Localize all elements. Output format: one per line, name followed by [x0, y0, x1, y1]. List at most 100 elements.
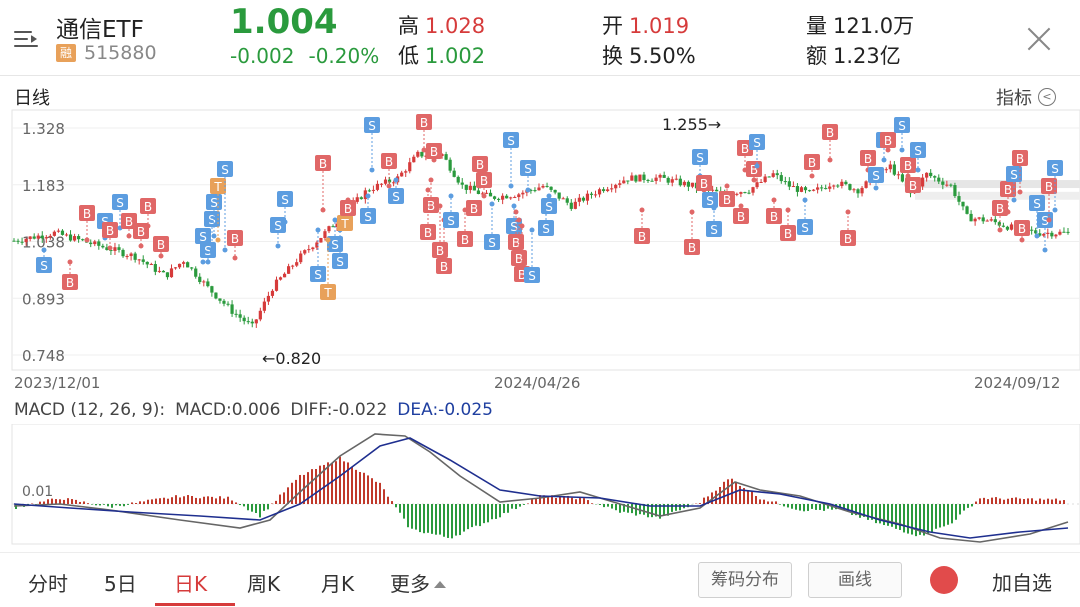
- draw-line-button[interactable]: 画线: [808, 562, 902, 598]
- signal-label: T: [213, 180, 222, 194]
- candle-body: [400, 172, 404, 177]
- signal-label: B: [83, 207, 91, 221]
- sell-signal-marker: [1006, 166, 1022, 182]
- candle-body: [816, 187, 820, 190]
- candle-body: [113, 247, 117, 251]
- buy-signal-marker: [426, 143, 442, 159]
- signal-dot: [802, 197, 808, 203]
- signal-dot: [421, 147, 427, 153]
- high-stat: 高 1.028: [398, 10, 485, 40]
- candle-body: [468, 185, 472, 190]
- buy-signal-marker: [79, 205, 95, 221]
- candle-body: [242, 317, 246, 322]
- sell-signal-marker: [277, 191, 293, 207]
- signal-label: B: [518, 268, 526, 282]
- amount-label: 额: [806, 44, 827, 68]
- amount-value: 1.23亿: [833, 44, 901, 68]
- tab-daily-k[interactable]: 日K: [174, 572, 208, 596]
- diff-value: DIFF:-0.022: [290, 400, 388, 420]
- signal-dot: [315, 227, 321, 233]
- signal-dot: [369, 167, 375, 173]
- open-stat: 开 1.019: [602, 10, 689, 40]
- buy-signal-marker: [634, 228, 650, 244]
- candle-body: [811, 189, 816, 191]
- macd-chart[interactable]: 0.01: [0, 424, 1080, 550]
- candle-body: [488, 192, 493, 197]
- candle-body: [840, 181, 844, 186]
- tab-intraday[interactable]: 分时: [28, 572, 68, 596]
- candle-body: [226, 303, 230, 305]
- candle-body: [961, 201, 965, 207]
- tab-monthly-k[interactable]: 月K: [321, 572, 355, 596]
- candle-body: [28, 236, 32, 239]
- candle-body: [1062, 231, 1066, 233]
- signal-label: B: [1004, 183, 1012, 197]
- tab-5day[interactable]: 5日: [104, 572, 137, 596]
- buy-signal-marker: [102, 222, 118, 238]
- candle-body: [630, 175, 634, 181]
- signal-label: B: [512, 236, 520, 250]
- indicator-button[interactable]: 指标 <: [996, 84, 1056, 110]
- candle-body: [1042, 233, 1046, 236]
- signal-label: B: [66, 276, 74, 290]
- candle-body: [299, 253, 303, 263]
- candle-body: [779, 175, 783, 182]
- x-tick-label: 2024/09/12: [974, 374, 1060, 392]
- candle-body: [553, 189, 557, 193]
- active-tab-indicator: [155, 603, 235, 606]
- signal-dot: [325, 237, 331, 243]
- signal-label: S: [199, 230, 207, 244]
- chart-frame: [11, 109, 1080, 371]
- candle-body: [250, 321, 254, 324]
- close-icon[interactable]: [1026, 26, 1052, 52]
- chip-distribution-button[interactable]: 筹码分布: [698, 562, 792, 598]
- candle-body: [456, 176, 460, 183]
- candle-body: [953, 185, 957, 197]
- record-dot-icon[interactable]: [930, 566, 958, 594]
- signal-label: S: [706, 194, 714, 208]
- candle-body: [686, 181, 690, 187]
- tab-weekly-k[interactable]: 周K: [247, 572, 281, 596]
- menu-lines-icon[interactable]: [14, 26, 42, 52]
- candle-body: [379, 183, 384, 185]
- candle-body: [739, 192, 743, 194]
- chart-period-title: 日线: [14, 88, 50, 109]
- candle-body: [791, 186, 795, 188]
- add-to-watchlist-button[interactable]: 加自选: [992, 571, 1052, 595]
- signal-label: S: [524, 162, 532, 176]
- candle-body: [480, 193, 485, 195]
- candle-body: [331, 226, 335, 228]
- candle-body: [1009, 224, 1014, 230]
- signal-label: B: [884, 134, 892, 148]
- candle-body: [581, 197, 586, 201]
- signal-dot: [754, 163, 760, 169]
- candle-body: [743, 192, 747, 194]
- signal-dot: [885, 147, 891, 153]
- buy-signal-marker: [766, 208, 782, 224]
- signal-label: S: [545, 200, 553, 214]
- tab-more-label: 更多: [390, 572, 430, 596]
- candle-body: [355, 197, 359, 202]
- signal-label: S: [542, 222, 550, 236]
- candle-body: [638, 174, 642, 182]
- signal-label: B: [436, 244, 444, 258]
- buy-signal-marker: [472, 156, 488, 172]
- candle-body: [93, 241, 97, 245]
- candle-body: [601, 189, 606, 192]
- candle-body: [836, 185, 840, 187]
- signal-label: S: [507, 134, 515, 148]
- candle-body: [622, 180, 626, 184]
- buy-signal-marker: [340, 200, 356, 216]
- signal-label: B: [1045, 180, 1053, 194]
- sell-signal-marker: [217, 161, 233, 177]
- candle-body: [509, 197, 513, 199]
- candle-body: [303, 250, 307, 254]
- buy-signal-marker: [992, 200, 1008, 216]
- tab-more[interactable]: 更多: [390, 568, 446, 597]
- candle-body: [452, 170, 456, 177]
- signal-dot: [126, 233, 132, 239]
- candle-body: [925, 172, 929, 178]
- candle-body: [670, 179, 674, 183]
- signal-dot: [529, 227, 535, 233]
